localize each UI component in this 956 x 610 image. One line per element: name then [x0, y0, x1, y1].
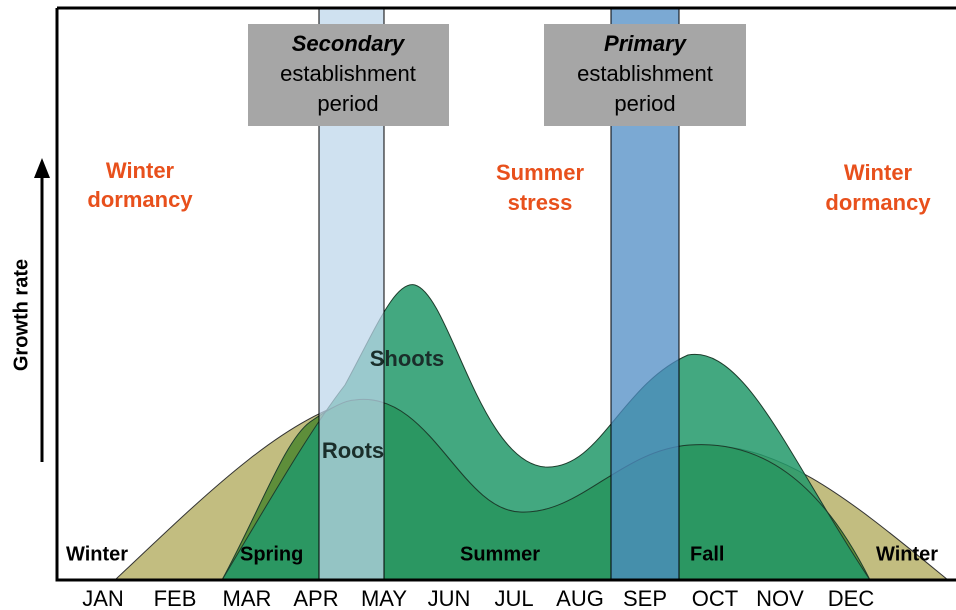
season-label: Winter: [66, 543, 128, 565]
stress-label: Winter: [106, 158, 175, 183]
secondary-box: [248, 24, 449, 126]
period-text: establishment: [280, 61, 416, 86]
curve-label: Roots: [322, 438, 384, 463]
period-text: period: [614, 91, 675, 116]
month-label: AUG: [556, 586, 604, 610]
arrow-head: [34, 158, 50, 178]
period-text: establishment: [577, 61, 713, 86]
period-text: period: [317, 91, 378, 116]
stress-label: stress: [508, 190, 573, 215]
stress-label: Winter: [844, 160, 913, 185]
period-emphasis: Secondary: [292, 31, 406, 56]
stress-label: dormancy: [825, 190, 931, 215]
season-label: Summer: [460, 543, 540, 565]
frame: [55, 6, 956, 582]
primary-box: [544, 24, 746, 126]
month-axis: JAN FEB MAR APR MAY JUN JUL AUG SEP OCT NOV DEC: [82, 586, 874, 610]
month-label: JAN: [82, 586, 124, 610]
month-label: DEC: [828, 586, 875, 610]
month-label: APR: [293, 586, 338, 610]
y-axis-label: Growth rate: [10, 259, 32, 371]
stress-label: Summer: [496, 160, 584, 185]
month-label: NOV: [756, 586, 804, 610]
roots-line: [221, 399, 871, 581]
month-label: JUL: [494, 586, 533, 610]
stress-label: dormancy: [87, 187, 193, 212]
season-label: Spring: [240, 543, 303, 565]
season-label: Winter: [876, 543, 938, 565]
month-label: OCT: [692, 586, 738, 610]
month-label: FEB: [154, 586, 197, 610]
period-emphasis: Primary: [604, 31, 688, 56]
month-label: SEP: [623, 586, 667, 610]
month-label: MAY: [361, 586, 407, 610]
curve-label: Shoots: [370, 346, 445, 371]
month-label: MAR: [223, 586, 272, 610]
month-label: JUN: [428, 586, 471, 610]
season-label: Fall: [690, 543, 724, 565]
